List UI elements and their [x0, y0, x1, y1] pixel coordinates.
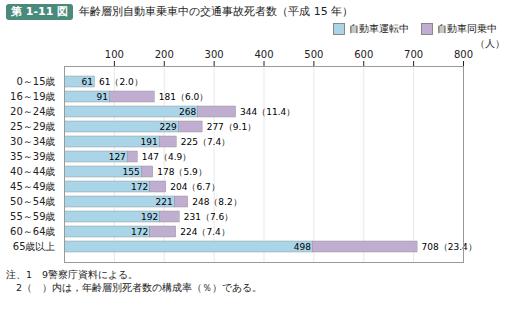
svg-text:200: 200	[155, 49, 174, 60]
svg-text:61: 61	[81, 77, 92, 87]
svg-text:231（7.6）: 231（7.6）	[184, 212, 234, 222]
svg-text:60～64歳: 60～64歳	[10, 226, 55, 237]
svg-text:100: 100	[105, 49, 124, 60]
svg-text:30～34歳: 30～34歳	[10, 136, 55, 147]
svg-text:127: 127	[109, 152, 126, 162]
html-text:第 1-11 図: 第 1-11 図	[11, 5, 69, 18]
svg-text:700: 700	[404, 49, 423, 60]
svg-text:61（2.0）: 61（2.0）	[99, 77, 143, 87]
html-text:自動車同乗中: 自動車同乗中	[437, 23, 497, 34]
svg-text:277（9.1）: 277（9.1）	[207, 122, 257, 132]
svg-text:55～59歳: 55～59歳	[10, 211, 55, 222]
svg-text:344（11.4）: 344（11.4）	[240, 107, 295, 117]
svg-text:172: 172	[131, 182, 148, 192]
svg-text:65歳以上: 65歳以上	[13, 241, 56, 252]
svg-text:147（4.9）: 147（4.9）	[142, 152, 192, 162]
svg-text:800: 800	[454, 49, 473, 60]
svg-text:268: 268	[179, 107, 196, 117]
svg-text:50～54歳: 50～54歳	[10, 196, 55, 207]
svg-text:221: 221	[156, 197, 173, 207]
svg-text:248（8.2）: 248（8.2）	[192, 197, 242, 207]
svg-text:300: 300	[205, 49, 224, 60]
html-text:自動車運転中: 自動車運転中	[349, 23, 409, 34]
svg-text:500: 500	[304, 49, 323, 60]
svg-text:16～19歳: 16～19歳	[10, 91, 55, 102]
svg-text:229: 229	[160, 122, 177, 132]
svg-text:225（7.4）: 225（7.4）	[181, 137, 231, 147]
svg-text:224（7.4）: 224（7.4）	[180, 227, 230, 237]
svg-text:45～49歳: 45～49歳	[10, 181, 55, 192]
svg-text:91: 91	[96, 92, 107, 102]
svg-text:600: 600	[354, 49, 373, 60]
svg-text:708（23.4）: 708（23.4）	[422, 242, 477, 252]
svg-text:178（5.9）: 178（5.9）	[157, 167, 207, 177]
svg-text:204（6.7）: 204（6.7）	[170, 182, 220, 192]
svg-text:172: 172	[131, 227, 148, 237]
svg-text:498: 498	[294, 242, 311, 252]
svg-text:192: 192	[141, 212, 158, 222]
svg-text:20～24歳: 20～24歳	[10, 106, 55, 117]
svg-text:181（6.0）: 181（6.0）	[159, 92, 209, 102]
html-text:2（ ）内は，年齢層別死者数の構成率（％）である。: 2（ ）内は，年齢層別死者数の構成率（％）である。	[6, 282, 262, 293]
svg-text:0～15歳: 0～15歳	[16, 76, 55, 87]
html-text:年齢層別自動車乗車中の交通事故死者数（平成 15 年）: 年齢層別自動車乗車中の交通事故死者数（平成 15 年）	[79, 5, 354, 18]
svg-text:40～44歳: 40～44歳	[10, 166, 55, 177]
svg-text:155: 155	[123, 167, 140, 177]
svg-text:191: 191	[141, 137, 158, 147]
svg-text:400: 400	[254, 49, 273, 60]
svg-text:35～39歳: 35～39歳	[10, 151, 55, 162]
svg-text:（人）: （人）	[475, 38, 505, 49]
svg-text:25～29歳: 25～29歳	[10, 121, 55, 132]
html-text:注、1 9警察庁資料による。: 注、1 9警察庁資料による。	[6, 269, 139, 280]
